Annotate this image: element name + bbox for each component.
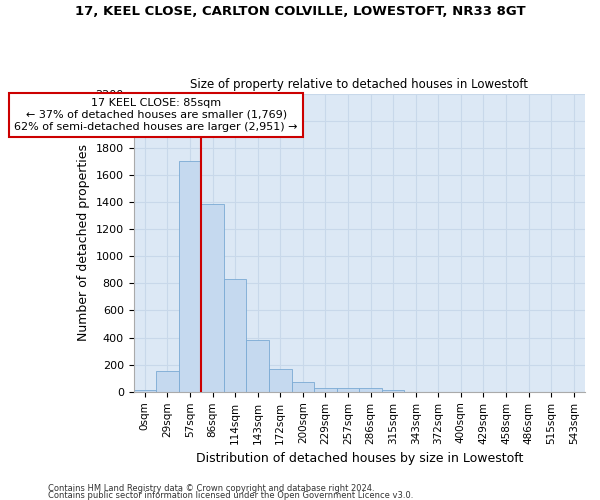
Bar [156,371,179,392]
Title: Size of property relative to detached houses in Lowestoft: Size of property relative to detached ho… [190,78,528,91]
Text: Contains HM Land Registry data © Crown copyright and database right 2024.: Contains HM Land Registry data © Crown c… [48,484,374,493]
Bar [269,370,292,392]
Text: Contains public sector information licensed under the Open Government Licence v3: Contains public sector information licen… [48,491,413,500]
Bar [247,340,269,392]
Bar [382,390,404,392]
Bar [133,390,156,392]
Bar [359,388,382,392]
Bar [314,388,337,392]
Text: 17 KEEL CLOSE: 85sqm  
← 37% of detached houses are smaller (1,769)
62% of semi-: 17 KEEL CLOSE: 85sqm ← 37% of detached h… [14,98,298,132]
Bar [337,388,359,392]
X-axis label: Distribution of detached houses by size in Lowestoft: Distribution of detached houses by size … [196,452,523,465]
Bar [201,204,224,392]
Text: 17, KEEL CLOSE, CARLTON COLVILLE, LOWESTOFT, NR33 8GT: 17, KEEL CLOSE, CARLTON COLVILLE, LOWEST… [74,5,526,18]
Bar [179,162,201,392]
Bar [224,280,247,392]
Bar [292,382,314,392]
Y-axis label: Number of detached properties: Number of detached properties [77,144,90,341]
